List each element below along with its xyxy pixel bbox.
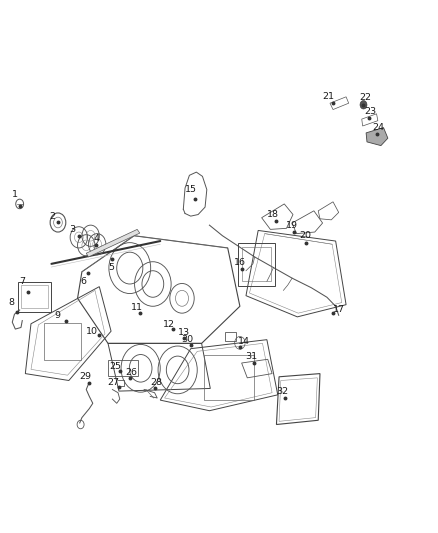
Text: 30: 30	[182, 335, 194, 344]
Text: 27: 27	[108, 377, 120, 386]
Text: 25: 25	[110, 362, 121, 370]
Text: 22: 22	[359, 93, 371, 102]
Text: 3: 3	[69, 225, 75, 234]
Text: 12: 12	[163, 320, 175, 329]
Text: 31: 31	[246, 352, 258, 361]
Polygon shape	[86, 229, 140, 257]
Text: 14: 14	[238, 337, 250, 346]
Circle shape	[360, 101, 367, 109]
Text: 23: 23	[364, 107, 377, 116]
Text: 32: 32	[276, 386, 288, 395]
Text: 26: 26	[125, 368, 137, 377]
Text: 20: 20	[299, 231, 311, 240]
Text: 24: 24	[372, 123, 384, 132]
Text: 7: 7	[19, 277, 25, 286]
Text: 5: 5	[108, 263, 114, 272]
Text: 16: 16	[234, 258, 246, 266]
Text: 6: 6	[80, 277, 86, 286]
Text: 19: 19	[286, 221, 298, 230]
Text: 9: 9	[54, 311, 60, 320]
Text: 1: 1	[12, 190, 18, 199]
Polygon shape	[366, 127, 388, 146]
Text: 8: 8	[8, 298, 14, 307]
Text: 10: 10	[86, 327, 98, 336]
Text: 28: 28	[150, 377, 162, 386]
Text: 13: 13	[178, 328, 190, 337]
Text: 21: 21	[322, 92, 334, 101]
Text: 17: 17	[333, 305, 345, 314]
Text: 29: 29	[79, 372, 91, 381]
Text: 4: 4	[93, 235, 99, 244]
Text: 18: 18	[268, 210, 279, 219]
Text: 15: 15	[185, 185, 197, 194]
Text: 2: 2	[50, 212, 56, 221]
Text: 11: 11	[131, 303, 143, 312]
